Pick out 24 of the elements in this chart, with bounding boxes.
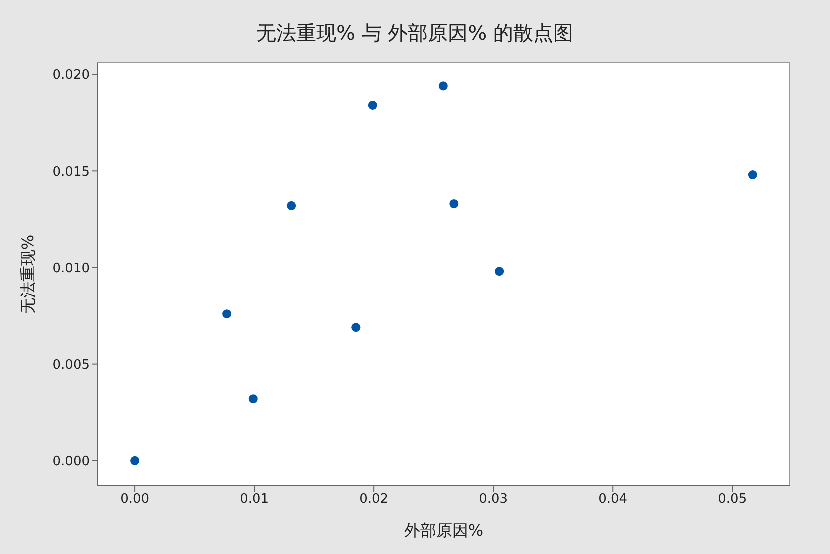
x-tick-label: 0.04 — [598, 492, 628, 508]
point — [248, 394, 258, 404]
x-axis-title: 外部原因% — [404, 521, 484, 540]
point — [130, 456, 140, 466]
x-tick-label: 0.00 — [120, 492, 150, 508]
chart-title: 无法重现% 与 外部原因% 的散点图 — [255, 20, 575, 47]
x-tick-label: 0.03 — [479, 492, 508, 508]
point — [450, 199, 459, 209]
y-tick-label: 0.015 — [52, 164, 90, 180]
y-tick-label: 0.020 — [52, 68, 90, 84]
point — [352, 323, 361, 332]
x-tick-label: 0.05 — [718, 492, 748, 508]
x-tick-label: 0.01 — [240, 492, 270, 508]
point — [287, 201, 296, 210]
point — [748, 170, 758, 180]
point — [438, 82, 448, 91]
point — [368, 100, 378, 110]
y-tick-label: 0.005 — [52, 358, 90, 373]
y-tick-label: 0.010 — [52, 261, 90, 276]
y-axis-title: 无法重现% — [18, 234, 38, 314]
point — [495, 267, 504, 276]
point — [222, 310, 232, 319]
x-tick-label: 0.02 — [360, 492, 389, 508]
y-tick-label: 0.000 — [52, 454, 90, 470]
